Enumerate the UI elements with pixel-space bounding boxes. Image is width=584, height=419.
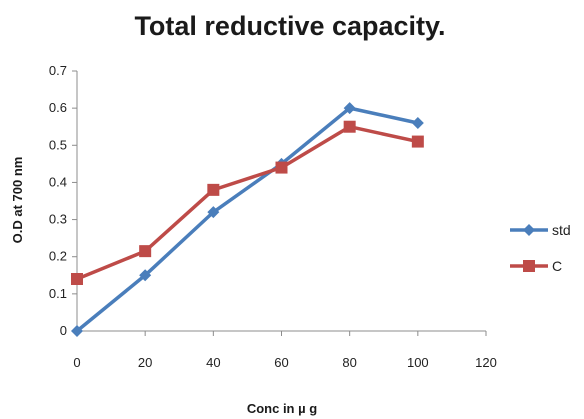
data-point-c (71, 273, 83, 285)
legend-label: std (552, 222, 571, 238)
x-tick-label: 40 (206, 355, 220, 370)
y-tick-label: 0.1 (49, 286, 67, 301)
x-tick-label: 0 (73, 355, 80, 370)
data-point-std (207, 206, 220, 219)
series-c (71, 120, 424, 285)
series-line-c (76, 124, 419, 281)
x-tick-label: 120 (475, 355, 497, 370)
legend-marker (523, 260, 535, 272)
data-point-std (71, 325, 83, 337)
y-tick-label: 0.2 (49, 249, 67, 264)
y-tick-label: 0.3 (49, 212, 67, 227)
legend-label: C (552, 258, 562, 274)
x-tick-label: 20 (138, 355, 152, 370)
data-point-c (343, 120, 356, 133)
x-tick-label: 100 (407, 355, 429, 370)
y-tick-label: 0.6 (49, 100, 67, 115)
legend-marker (523, 224, 535, 236)
x-tick-label: 80 (342, 355, 356, 370)
y-tick-label: 0.7 (49, 63, 67, 78)
x-axis-title: Conc in µ g (247, 401, 317, 416)
data-point-c (139, 245, 152, 258)
data-point-std (139, 269, 152, 282)
data-point-std (343, 102, 356, 115)
series-std (71, 102, 424, 337)
data-point-c (207, 183, 220, 196)
y-tick-label: 0.4 (49, 174, 67, 189)
y-axis-title: O.D at 700 nm (10, 157, 25, 244)
chart-series (71, 102, 424, 337)
data-point-std (411, 117, 424, 129)
x-tick-label: 60 (274, 355, 288, 370)
y-tick-label: 0 (60, 323, 67, 338)
y-tick-label: 0.5 (49, 137, 67, 152)
series-line-std (75, 106, 419, 333)
data-point-c (411, 135, 424, 148)
chart-title: Total reductive capacity. (134, 11, 445, 41)
chart-axes: 0 0.1 0.2 0.3 0.4 0.5 0.6 0.7 0 20 40 60 80 100 120 (49, 63, 497, 370)
chart-legend: std C (510, 222, 571, 274)
legend-item-std: std (510, 222, 571, 238)
legend-item-c: C (510, 258, 562, 274)
data-point-c (275, 161, 288, 174)
